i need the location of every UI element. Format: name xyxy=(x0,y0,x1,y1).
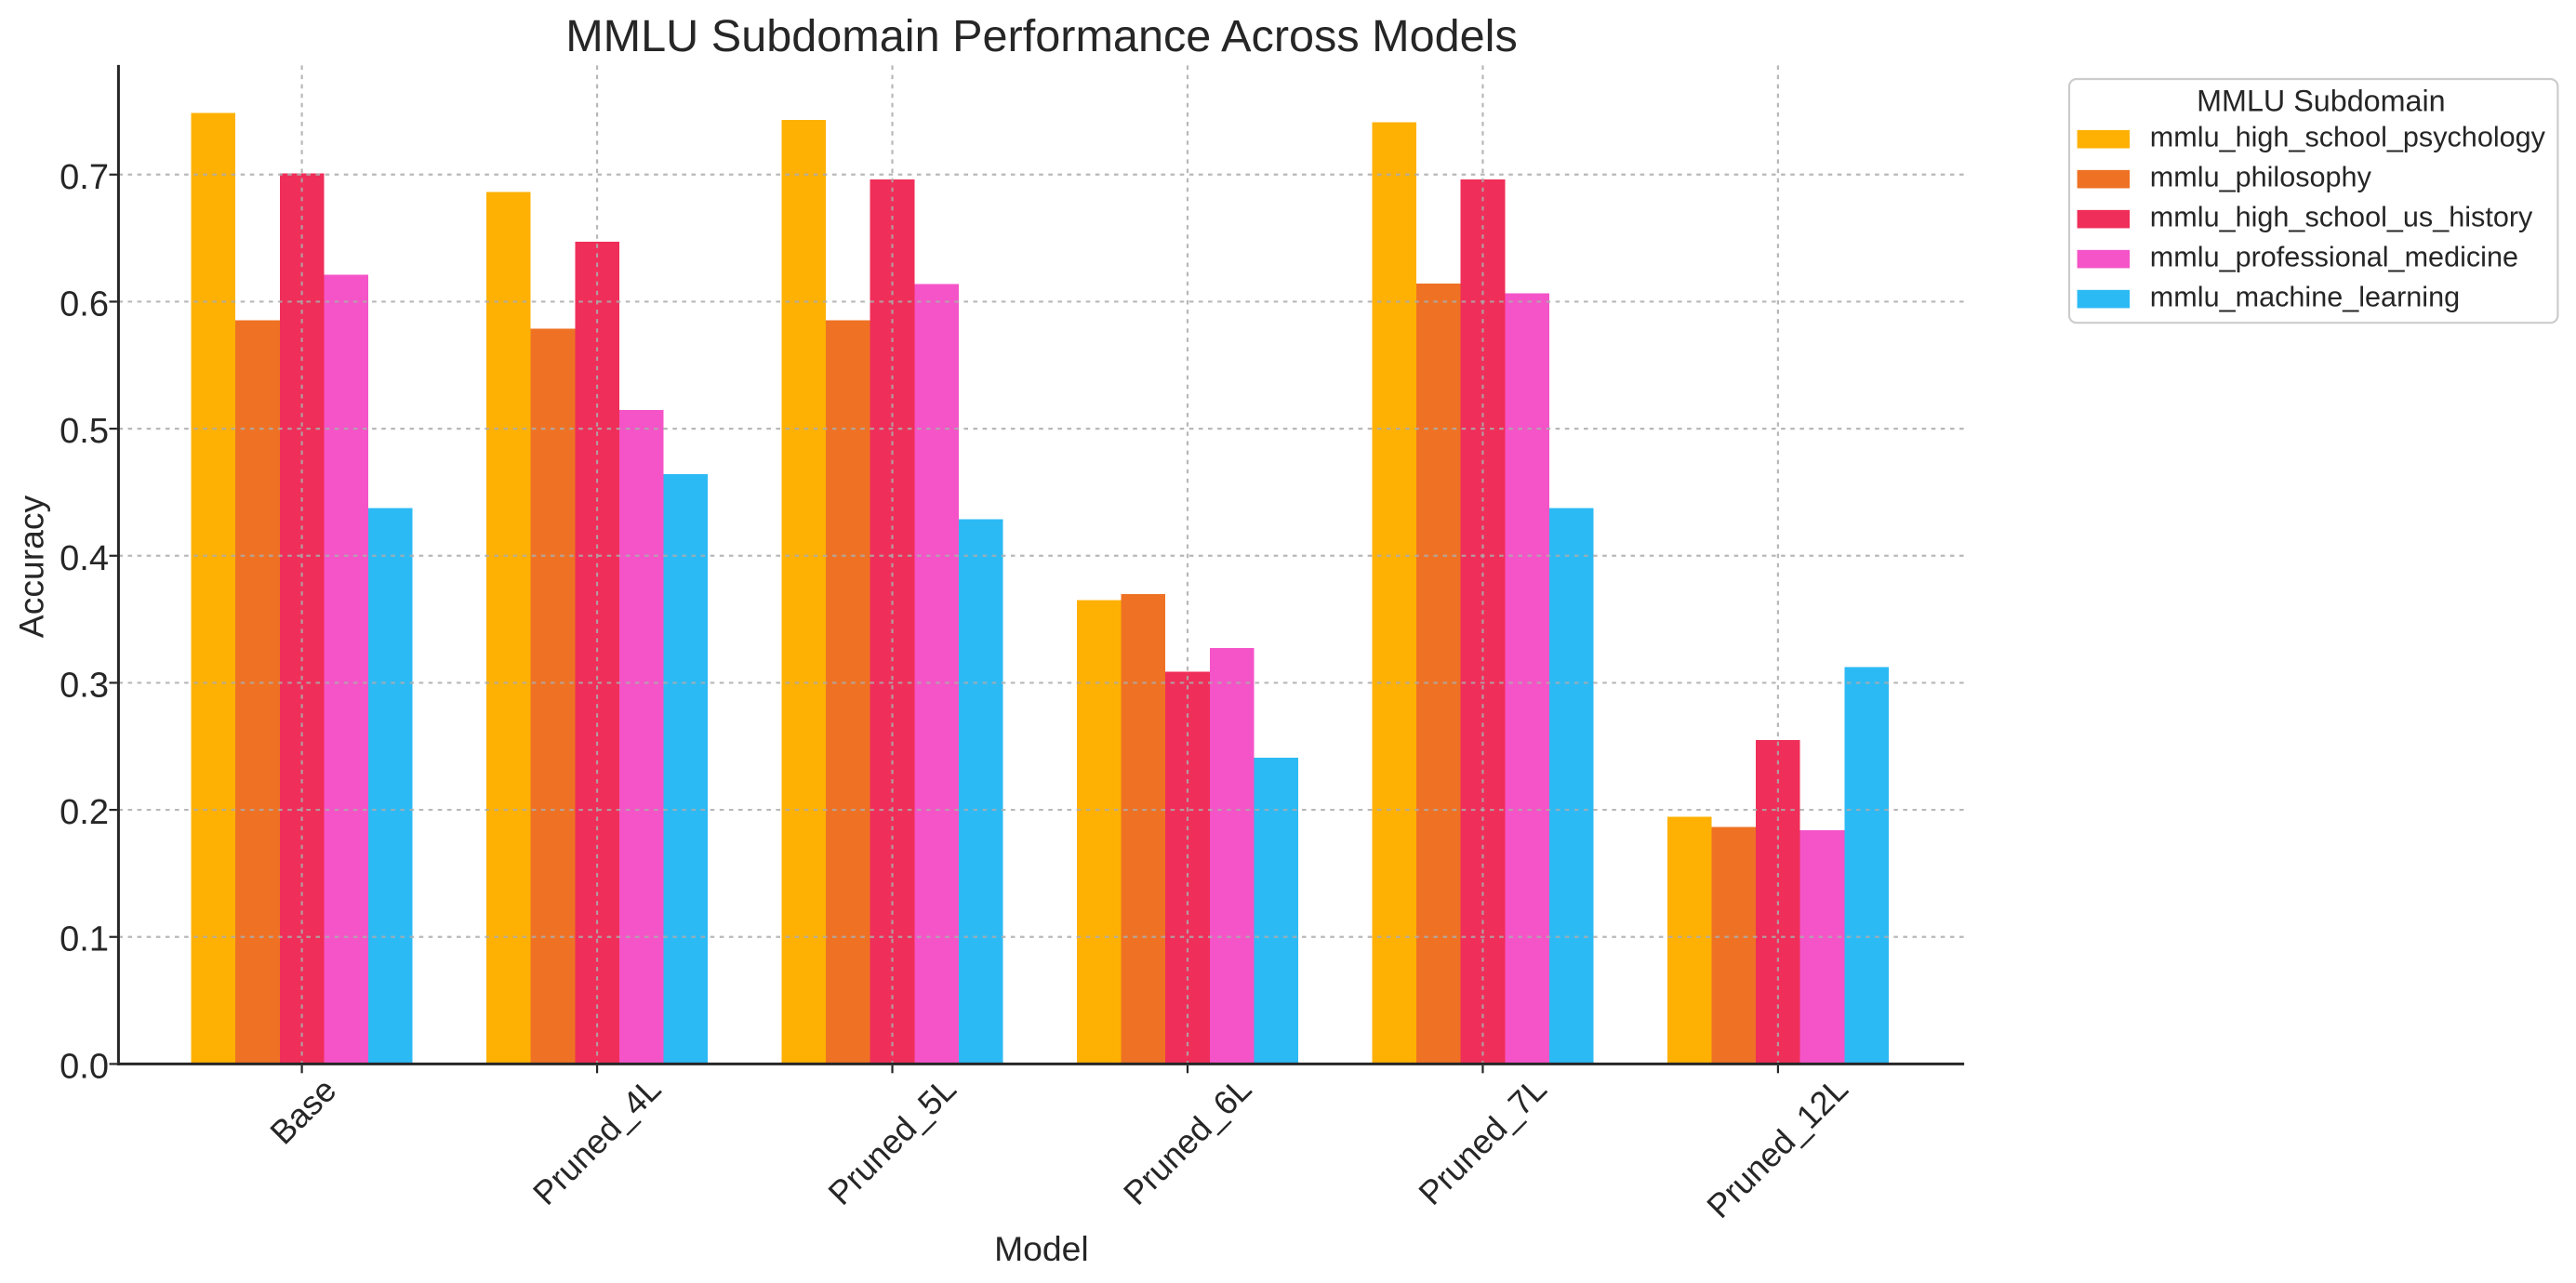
svg-text:0.7: 0.7 xyxy=(60,158,109,197)
svg-text:0.1: 0.1 xyxy=(60,920,109,959)
svg-text:mmlu_philosophy: mmlu_philosophy xyxy=(2150,162,2372,193)
svg-text:0.3: 0.3 xyxy=(60,666,109,705)
svg-text:0.4: 0.4 xyxy=(60,539,109,578)
svg-text:0.2: 0.2 xyxy=(60,793,109,832)
svg-text:MMLU Subdomain: MMLU Subdomain xyxy=(2197,85,2445,118)
svg-text:mmlu_professional_medicine: mmlu_professional_medicine xyxy=(2150,242,2518,273)
svg-text:mmlu_high_school_psychology: mmlu_high_school_psychology xyxy=(2150,122,2546,153)
svg-text:mmlu_machine_learning: mmlu_machine_learning xyxy=(2150,282,2460,313)
svg-text:0.6: 0.6 xyxy=(60,284,109,324)
svg-text:Model: Model xyxy=(994,1229,1089,1268)
svg-text:0.5: 0.5 xyxy=(60,412,109,451)
svg-text:mmlu_high_school_us_history: mmlu_high_school_us_history xyxy=(2150,202,2533,233)
svg-text:0.0: 0.0 xyxy=(60,1047,109,1086)
svg-text:MMLU Subdomain Performance Acr: MMLU Subdomain Performance Across Models xyxy=(565,11,1518,61)
svg-text:Accuracy: Accuracy xyxy=(12,495,51,638)
